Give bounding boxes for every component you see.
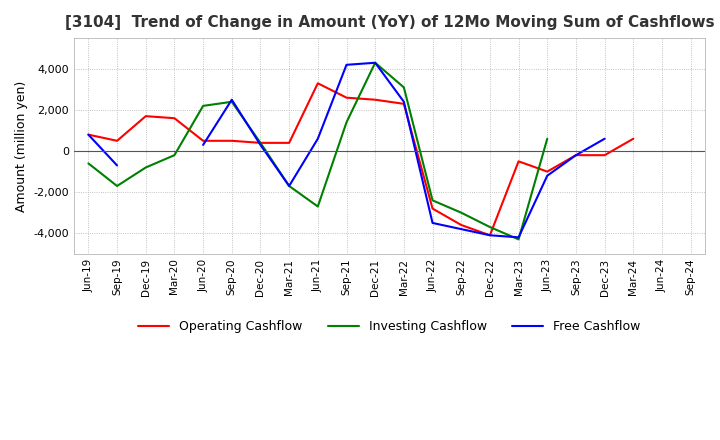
Operating Cashflow bbox=[514, 159, 523, 164]
Investing Cashflow bbox=[400, 85, 408, 90]
Y-axis label: Amount (million yen): Amount (million yen) bbox=[15, 81, 28, 212]
Operating Cashflow bbox=[485, 233, 494, 238]
Operating Cashflow bbox=[543, 169, 552, 174]
Investing Cashflow bbox=[285, 183, 294, 189]
Line: Free Cashflow: Free Cashflow bbox=[89, 135, 117, 165]
Operating Cashflow bbox=[199, 138, 207, 143]
Operating Cashflow bbox=[285, 140, 294, 146]
Investing Cashflow bbox=[84, 161, 93, 166]
Investing Cashflow bbox=[256, 140, 265, 146]
Title: [3104]  Trend of Change in Amount (YoY) of 12Mo Moving Sum of Cashflows: [3104] Trend of Change in Amount (YoY) o… bbox=[65, 15, 714, 30]
Operating Cashflow bbox=[113, 138, 122, 143]
Operating Cashflow bbox=[256, 140, 265, 146]
Free Cashflow bbox=[113, 163, 122, 168]
Operating Cashflow bbox=[457, 222, 466, 227]
Operating Cashflow bbox=[428, 206, 437, 211]
Line: Investing Cashflow: Investing Cashflow bbox=[89, 63, 547, 239]
Operating Cashflow bbox=[170, 116, 179, 121]
Investing Cashflow bbox=[457, 210, 466, 215]
Investing Cashflow bbox=[313, 204, 322, 209]
Investing Cashflow bbox=[514, 237, 523, 242]
Operating Cashflow bbox=[141, 114, 150, 119]
Line: Operating Cashflow: Operating Cashflow bbox=[89, 83, 634, 235]
Operating Cashflow bbox=[600, 153, 609, 158]
Free Cashflow bbox=[84, 132, 93, 137]
Investing Cashflow bbox=[170, 153, 179, 158]
Investing Cashflow bbox=[199, 103, 207, 109]
Investing Cashflow bbox=[113, 183, 122, 189]
Investing Cashflow bbox=[543, 136, 552, 141]
Operating Cashflow bbox=[342, 95, 351, 100]
Legend: Operating Cashflow, Investing Cashflow, Free Cashflow: Operating Cashflow, Investing Cashflow, … bbox=[133, 315, 646, 338]
Operating Cashflow bbox=[400, 101, 408, 106]
Investing Cashflow bbox=[371, 60, 379, 66]
Operating Cashflow bbox=[629, 136, 638, 141]
Investing Cashflow bbox=[428, 198, 437, 203]
Operating Cashflow bbox=[371, 97, 379, 103]
Operating Cashflow bbox=[228, 138, 236, 143]
Operating Cashflow bbox=[313, 81, 322, 86]
Operating Cashflow bbox=[572, 153, 580, 158]
Investing Cashflow bbox=[228, 99, 236, 104]
Investing Cashflow bbox=[141, 165, 150, 170]
Investing Cashflow bbox=[342, 120, 351, 125]
Operating Cashflow bbox=[84, 132, 93, 137]
Investing Cashflow bbox=[485, 224, 494, 230]
